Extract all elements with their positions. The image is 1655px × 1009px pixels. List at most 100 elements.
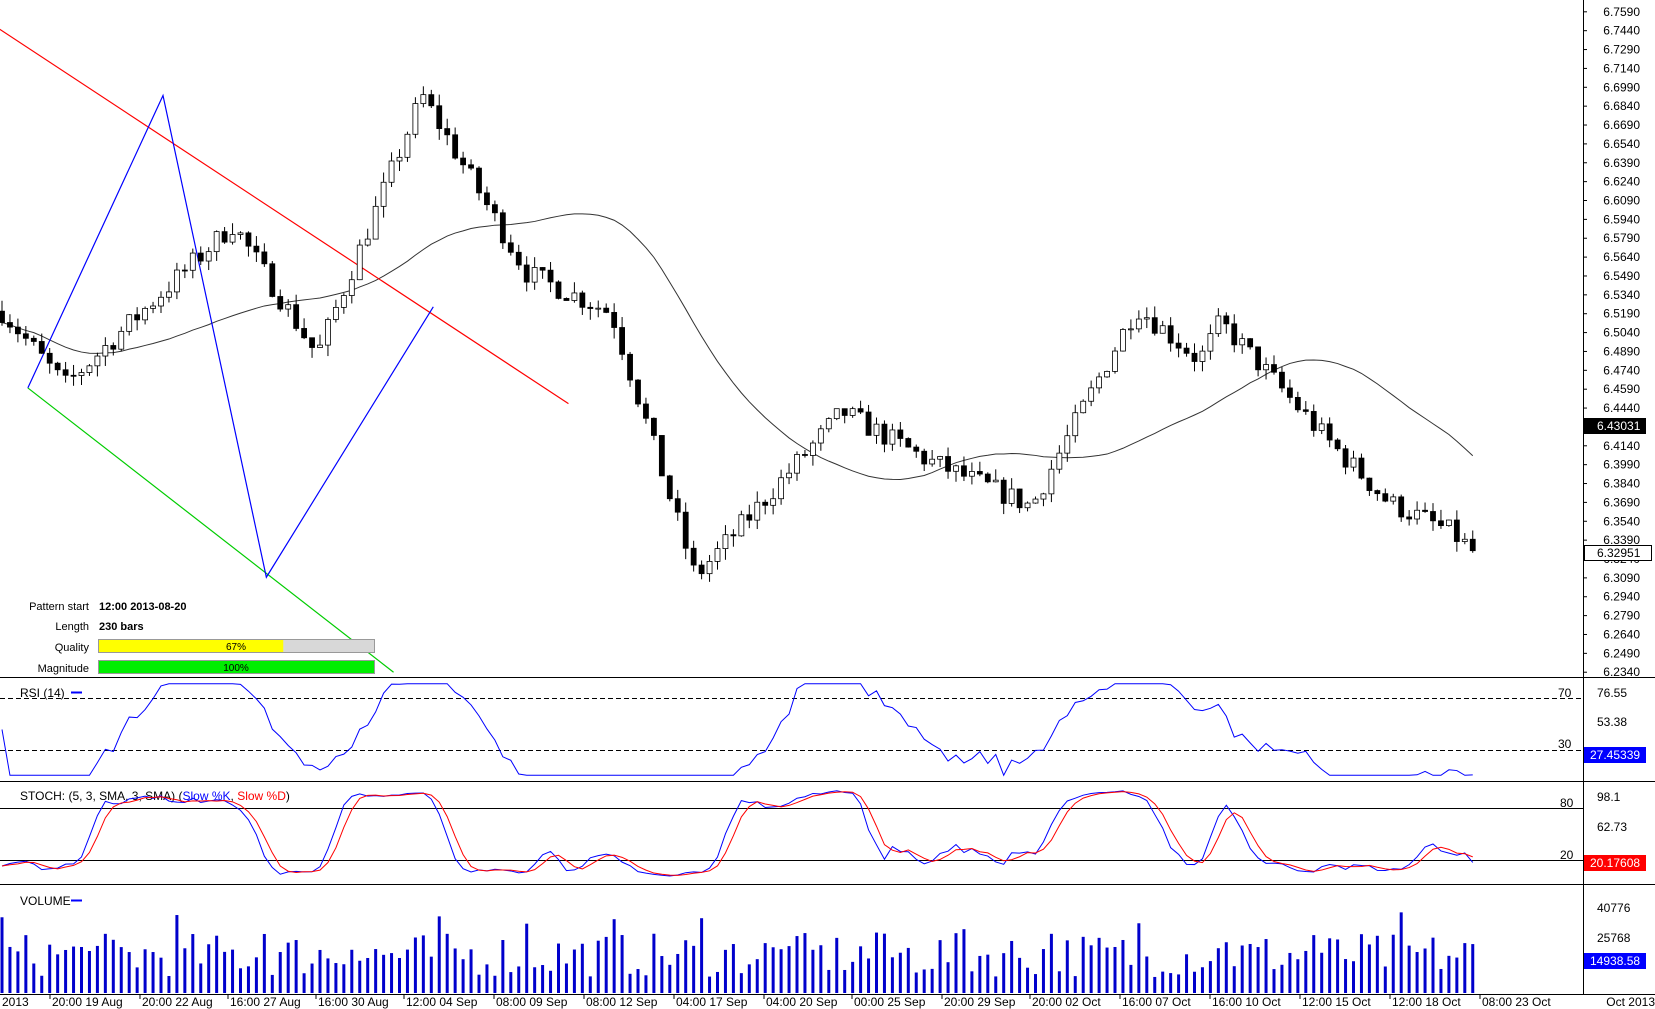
price-tick-label: 6.7290: [1603, 43, 1640, 57]
candle: [1279, 367, 1285, 393]
volume-bar: [684, 940, 688, 993]
rsi-title: RSI (14): [20, 686, 65, 700]
candle-body: [1008, 488, 1015, 504]
candle: [666, 474, 673, 502]
volume-title: VOLUME: [20, 894, 71, 908]
price-tick-label: 6.4140: [1603, 439, 1640, 453]
candle-body: [444, 128, 451, 136]
candle-body: [1104, 370, 1110, 378]
candle-body: [881, 423, 888, 445]
volume-bar: [1407, 945, 1411, 993]
candle-body: [1096, 376, 1102, 389]
candle-body: [857, 408, 864, 413]
volume-bar: [1447, 955, 1451, 993]
candle: [746, 504, 753, 529]
candle: [46, 347, 53, 374]
volume-bar: [1216, 948, 1220, 993]
volume-bar: [1256, 947, 1260, 993]
candle: [976, 461, 983, 477]
candle-body: [229, 234, 236, 243]
volume-bar: [1145, 956, 1149, 993]
volume-bar: [1097, 937, 1101, 993]
candle: [929, 450, 936, 467]
candle: [325, 317, 331, 357]
volume-bar: [620, 935, 624, 993]
candle-body: [348, 279, 355, 296]
candle: [1199, 345, 1206, 372]
price-tick-label: 6.7590: [1603, 5, 1640, 19]
candle-body: [1183, 347, 1190, 354]
candle-body: [1279, 371, 1285, 389]
candle: [62, 361, 69, 383]
candle-body: [921, 450, 928, 465]
candle: [7, 314, 13, 334]
candle-body: [1366, 477, 1373, 491]
candle: [1255, 346, 1261, 377]
rsi-tick-top: 76.55: [1597, 686, 1627, 700]
candle-body: [913, 446, 920, 452]
volume-bar: [771, 947, 775, 993]
volume-bar: [1232, 966, 1236, 993]
volume-bar: [1034, 974, 1037, 993]
volume-bar: [1089, 945, 1093, 993]
candle-body: [1064, 435, 1071, 454]
volume-bar: [278, 952, 282, 993]
candle: [86, 364, 93, 376]
stoch-k-line: [1, 790, 1474, 877]
candle: [810, 440, 816, 466]
candle-body: [134, 314, 141, 321]
volume-bar: [1280, 964, 1284, 993]
candle-body: [658, 435, 665, 477]
volume-bar: [652, 933, 656, 993]
candle-body: [213, 231, 220, 253]
price-tick-label: 6.2640: [1603, 627, 1640, 641]
volume-bar: [374, 949, 378, 993]
candle-body: [46, 352, 53, 364]
price-tick-label: 6.3840: [1603, 477, 1640, 491]
volume-bar: [763, 943, 767, 993]
pattern-zigzag: [27, 93, 434, 579]
candle: [428, 89, 435, 109]
volume-bar: [660, 956, 664, 993]
candle: [627, 351, 633, 387]
volume-bar: [795, 936, 799, 993]
candle: [881, 420, 888, 453]
candle: [348, 270, 355, 304]
volume-bar: [501, 940, 505, 993]
volume-bar: [827, 969, 831, 993]
candle-body: [70, 374, 77, 377]
price-tick-label: 6.4590: [1603, 382, 1640, 396]
candle-body: [873, 423, 880, 436]
candle-body: [1239, 338, 1246, 346]
candle-body: [953, 465, 959, 472]
candle-body: [1175, 342, 1182, 349]
candle: [913, 444, 920, 458]
pattern-start-label: Pattern start: [29, 601, 89, 613]
price-tick-label: 6.7440: [1603, 24, 1640, 38]
candle-body: [515, 251, 522, 266]
candle: [181, 264, 188, 279]
time-tick-label: 20:00 22 Aug: [142, 995, 213, 1009]
volume-bar: [716, 971, 719, 993]
volume-bar: [1312, 935, 1316, 993]
volume-bar: [1200, 967, 1204, 993]
candle: [261, 243, 268, 267]
last-price-badge: 6.32951: [1584, 545, 1652, 561]
volume-bar: [87, 950, 91, 993]
volume-bar: [898, 952, 902, 993]
stoch-d-label: Slow %D: [237, 789, 286, 803]
volume-bar: [143, 949, 147, 993]
candle: [690, 540, 697, 572]
candle-body: [507, 242, 514, 253]
candle: [539, 267, 546, 279]
candle: [770, 488, 777, 515]
candle-body: [340, 295, 347, 308]
volume-bar: [1423, 948, 1427, 993]
stoch-d-line: [1, 791, 1473, 876]
candle-body: [730, 534, 737, 537]
stoch-title-separator: ,: [231, 789, 238, 803]
candle: [945, 447, 951, 479]
candle: [961, 456, 967, 482]
stoch-level-20-label: 20: [1560, 848, 1574, 862]
